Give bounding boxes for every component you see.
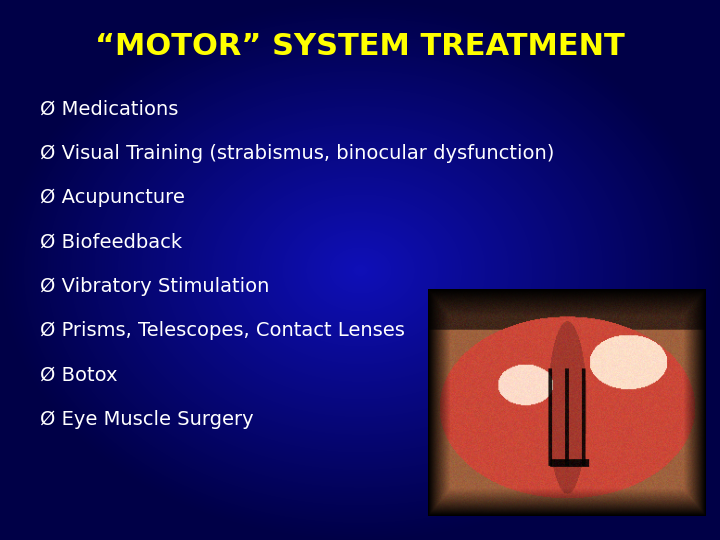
- Text: Ø Botox: Ø Botox: [40, 366, 117, 384]
- Text: Ø Medications: Ø Medications: [40, 100, 178, 119]
- Text: Ø Acupuncture: Ø Acupuncture: [40, 188, 184, 207]
- Text: Ø Prisms, Telescopes, Contact Lenses: Ø Prisms, Telescopes, Contact Lenses: [40, 321, 405, 340]
- Text: “MOTOR” SYSTEM TREATMENT: “MOTOR” SYSTEM TREATMENT: [95, 32, 625, 62]
- Text: Ø Vibratory Stimulation: Ø Vibratory Stimulation: [40, 277, 269, 296]
- Text: Ø Eye Muscle Surgery: Ø Eye Muscle Surgery: [40, 410, 253, 429]
- Text: Ø Biofeedback: Ø Biofeedback: [40, 233, 181, 252]
- Text: Ø Visual Training (strabismus, binocular dysfunction): Ø Visual Training (strabismus, binocular…: [40, 144, 554, 163]
